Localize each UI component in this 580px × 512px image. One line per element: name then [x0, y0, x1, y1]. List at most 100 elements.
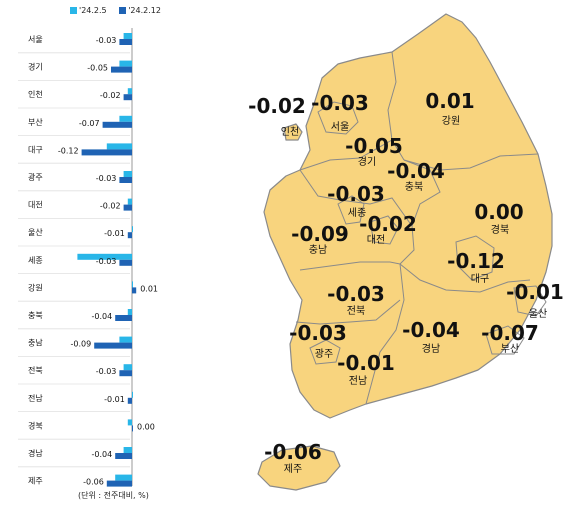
data-label: -0.05 [87, 64, 108, 73]
incheon-island-shape [283, 123, 303, 141]
data-label: -0.04 [91, 450, 112, 459]
bar-series-1 [115, 474, 132, 481]
bar-series-2 [111, 66, 132, 73]
map-value-jeju: -0.06 [264, 440, 322, 464]
bar-series-2 [119, 370, 132, 377]
bar-series-2 [127, 232, 132, 239]
unit-note: (단위 : 전주대비, %) [78, 491, 149, 500]
map-name-daejeon: 대전 [367, 234, 385, 246]
data-label: -0.03 [96, 367, 117, 376]
chart-legend: '24.2.5 '24.2.12 [70, 6, 171, 15]
category-label: 대전 [28, 200, 43, 210]
bar-series-2 [94, 342, 132, 349]
map-value-jeonnam: -0.01 [337, 351, 395, 375]
bar-series-2 [119, 259, 132, 266]
bar-series-2 [132, 425, 133, 432]
bar-series-2 [132, 287, 137, 294]
bar-series-1 [119, 115, 132, 122]
data-label: -0.01 [104, 395, 125, 404]
category-label: 충북 [28, 311, 43, 320]
bar-series-2 [123, 94, 132, 101]
legend-item-series-2: '24.2.12 [119, 6, 161, 15]
map-value-incheon: -0.02 [248, 94, 306, 118]
map-name-gwangju: 광주 [315, 348, 333, 360]
bar-series-1 [127, 419, 132, 426]
map-name-jeonnam: 전남 [349, 375, 367, 387]
bar-series-1 [106, 143, 132, 150]
map-name-chungnam: 충남 [309, 244, 327, 256]
map-name-seoul: 서울 [331, 121, 349, 133]
bar-series-1 [119, 60, 132, 67]
category-label: 부산 [28, 117, 43, 127]
map-value-gwangju: -0.03 [289, 321, 347, 345]
category-label: 울산 [28, 227, 43, 237]
map-name-daegu: 대구 [471, 273, 489, 285]
category-label: 대구 [28, 145, 43, 154]
bar-series-1 [123, 33, 132, 39]
category-label: 전북 [28, 365, 43, 375]
data-label: -0.01 [104, 229, 125, 238]
bar-series-2 [115, 453, 132, 459]
data-label: -0.07 [79, 119, 100, 128]
data-label: -0.09 [70, 340, 91, 349]
map-value-busan: -0.07 [481, 321, 539, 345]
bar-series-1 [119, 336, 132, 343]
map-name-ulsan: 울산 [529, 308, 547, 320]
map-value-seoul: -0.03 [311, 91, 369, 115]
category-label: 광주 [28, 172, 43, 182]
category-label: 전남 [28, 393, 43, 403]
bar-series-2 [123, 204, 132, 211]
category-label: 서울 [28, 35, 43, 44]
map-name-sejong: 세종 [348, 207, 366, 219]
map-value-jeonbuk: -0.03 [327, 282, 385, 306]
data-label: -0.02 [100, 91, 121, 100]
bar-series-1 [123, 171, 132, 177]
data-label: -0.12 [58, 146, 79, 155]
bar-series-2 [106, 480, 132, 487]
category-label: 인천 [28, 89, 43, 99]
bar-series-2 [127, 397, 132, 404]
map-name-incheon: 인천 [281, 126, 299, 138]
map-value-daejeon: -0.02 [359, 212, 417, 236]
data-label: 0.00 [137, 422, 155, 431]
map-value-gyeonggi: -0.05 [345, 134, 403, 158]
jeju-shape [257, 445, 341, 491]
legend-item-series-1: '24.2.5 [70, 6, 107, 15]
bar-series-1 [123, 364, 132, 371]
data-label: -0.03 [96, 257, 117, 266]
bar-series-1 [123, 447, 132, 453]
data-label: -0.04 [91, 312, 112, 321]
category-label: 세종 [28, 256, 43, 265]
mainland-shape [263, 13, 553, 419]
data-label: -0.03 [96, 174, 117, 183]
bar-series-1 [127, 88, 132, 95]
category-label: 경기 [28, 62, 43, 72]
map-value-chungnam: -0.09 [291, 222, 349, 246]
bar-series-2 [119, 39, 132, 45]
bar-series-2 [102, 121, 132, 128]
bar-series-2 [119, 177, 132, 183]
map-name-jeju: 제주 [284, 463, 302, 475]
bar-series-1 [127, 309, 132, 315]
map-name-jeonbuk: 전북 [347, 305, 365, 317]
bar-series-1 [127, 198, 132, 205]
map-name-gyeongnam: 경남 [422, 342, 440, 355]
map-name-chungbuk: 충북 [405, 181, 423, 193]
bar-series-1 [132, 391, 133, 398]
bar-series-1 [132, 281, 133, 288]
category-label: 경북 [28, 420, 43, 430]
category-label: 제주 [28, 477, 43, 486]
category-label: 충남 [28, 339, 43, 348]
map-value-gyeongnam: -0.04 [402, 318, 460, 342]
bar-series-2 [115, 315, 132, 321]
data-label: -0.06 [83, 478, 104, 487]
map-value-gangwon: 0.01 [425, 89, 474, 113]
map-name-gangwon: 강원 [442, 115, 460, 127]
bar-series-1 [77, 253, 132, 260]
map-value-gyeongbuk: 0.00 [474, 200, 523, 224]
map-name-gyeonggi: 경기 [358, 155, 376, 168]
bar-series-2 [81, 149, 132, 156]
category-label: 경남 [28, 448, 43, 458]
map-value-ulsan: -0.01 [506, 280, 564, 304]
